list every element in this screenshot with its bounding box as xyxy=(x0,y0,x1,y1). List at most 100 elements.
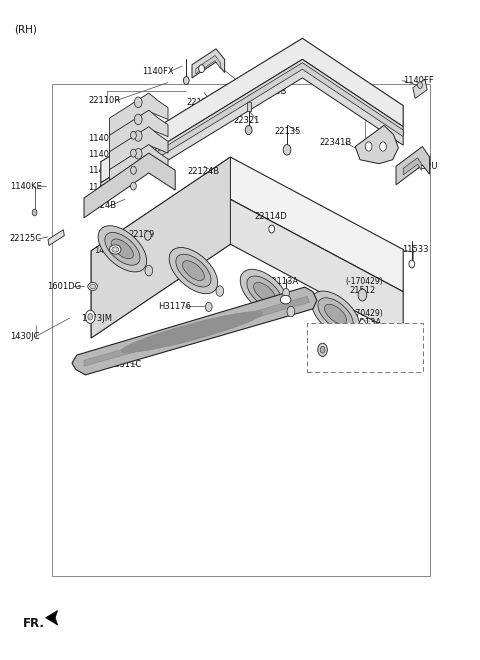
Text: H31176: H31176 xyxy=(158,302,192,312)
Circle shape xyxy=(283,288,289,298)
Ellipse shape xyxy=(169,248,218,294)
Ellipse shape xyxy=(90,284,96,289)
Polygon shape xyxy=(84,296,310,366)
Circle shape xyxy=(283,145,291,155)
Text: 22341B: 22341B xyxy=(319,138,351,147)
Text: 22124B: 22124B xyxy=(187,167,219,176)
Polygon shape xyxy=(403,158,421,175)
Text: 1140FF: 1140FF xyxy=(403,76,434,85)
Ellipse shape xyxy=(253,282,276,302)
Ellipse shape xyxy=(318,298,353,331)
Text: 22113A: 22113A xyxy=(266,277,299,286)
Text: 22124B: 22124B xyxy=(84,201,116,211)
Circle shape xyxy=(134,148,142,159)
Polygon shape xyxy=(84,153,175,218)
Ellipse shape xyxy=(324,304,347,324)
Text: 22129: 22129 xyxy=(128,230,155,239)
Circle shape xyxy=(409,260,415,268)
Circle shape xyxy=(360,319,365,327)
Text: 22311C: 22311C xyxy=(109,360,142,370)
Ellipse shape xyxy=(111,239,133,259)
Ellipse shape xyxy=(121,312,263,352)
Ellipse shape xyxy=(112,247,119,252)
Circle shape xyxy=(32,209,37,216)
Text: 1140FX: 1140FX xyxy=(142,67,173,76)
Circle shape xyxy=(365,142,372,151)
Polygon shape xyxy=(101,59,403,201)
Ellipse shape xyxy=(176,254,211,287)
Bar xyxy=(307,323,423,372)
Circle shape xyxy=(269,225,275,233)
Ellipse shape xyxy=(105,232,140,265)
Text: 22135: 22135 xyxy=(275,127,301,137)
Ellipse shape xyxy=(88,282,97,290)
Circle shape xyxy=(418,82,422,88)
Text: B4: B4 xyxy=(368,147,376,152)
Circle shape xyxy=(380,142,386,151)
Polygon shape xyxy=(109,110,168,154)
Circle shape xyxy=(199,65,204,73)
Ellipse shape xyxy=(280,295,291,304)
Circle shape xyxy=(358,289,367,301)
Polygon shape xyxy=(101,38,403,183)
Circle shape xyxy=(144,231,151,240)
Text: 22360B: 22360B xyxy=(254,86,287,96)
Text: (-170429): (-170429) xyxy=(346,277,384,286)
Polygon shape xyxy=(109,127,168,170)
Circle shape xyxy=(205,302,212,312)
Circle shape xyxy=(131,149,136,157)
Polygon shape xyxy=(48,230,64,246)
Ellipse shape xyxy=(109,245,121,254)
Text: 22124B: 22124B xyxy=(186,98,218,107)
Text: (-170429): (-170429) xyxy=(346,309,384,318)
Polygon shape xyxy=(413,79,427,98)
Text: (RH): (RH) xyxy=(14,24,37,35)
Circle shape xyxy=(287,306,295,317)
Circle shape xyxy=(134,131,142,141)
Text: 21513A: 21513A xyxy=(349,318,382,327)
Circle shape xyxy=(134,114,142,125)
Circle shape xyxy=(85,310,95,323)
Circle shape xyxy=(131,166,136,174)
Polygon shape xyxy=(109,145,168,188)
Polygon shape xyxy=(46,610,58,625)
Polygon shape xyxy=(396,147,430,185)
Bar xyxy=(52,84,430,576)
Ellipse shape xyxy=(182,261,204,280)
Polygon shape xyxy=(109,93,168,137)
Circle shape xyxy=(216,286,224,296)
Ellipse shape xyxy=(247,276,282,309)
Text: 22112A: 22112A xyxy=(266,292,299,302)
Text: 1140MA: 1140MA xyxy=(88,134,122,143)
Polygon shape xyxy=(91,199,403,338)
Ellipse shape xyxy=(311,291,360,337)
Text: REF.20-240B: REF.20-240B xyxy=(325,354,378,364)
Circle shape xyxy=(131,131,136,139)
Text: 22321: 22321 xyxy=(234,115,260,125)
Text: 11533: 11533 xyxy=(402,245,429,254)
Polygon shape xyxy=(196,55,221,74)
Text: 22114D: 22114D xyxy=(254,212,287,221)
Circle shape xyxy=(245,125,252,135)
Circle shape xyxy=(134,97,142,108)
Text: 1140AO: 1140AO xyxy=(88,166,121,175)
Polygon shape xyxy=(355,125,398,164)
Ellipse shape xyxy=(98,226,147,272)
Text: 22125C: 22125C xyxy=(10,234,42,244)
Polygon shape xyxy=(101,63,403,193)
Text: 1430JK: 1430JK xyxy=(94,246,123,255)
Polygon shape xyxy=(91,157,403,293)
Polygon shape xyxy=(192,49,225,78)
Circle shape xyxy=(131,182,136,190)
Polygon shape xyxy=(72,287,317,375)
Text: 1601DG: 1601DG xyxy=(47,282,81,291)
Bar xyxy=(247,102,251,111)
Polygon shape xyxy=(91,157,230,338)
Text: 1140MA: 1140MA xyxy=(88,183,122,192)
Text: 1140KE: 1140KE xyxy=(10,182,41,191)
Text: 21512: 21512 xyxy=(349,286,376,295)
Text: FR.: FR. xyxy=(23,616,45,630)
Text: 1430JC: 1430JC xyxy=(10,332,39,341)
Circle shape xyxy=(320,346,325,353)
Ellipse shape xyxy=(240,269,289,315)
